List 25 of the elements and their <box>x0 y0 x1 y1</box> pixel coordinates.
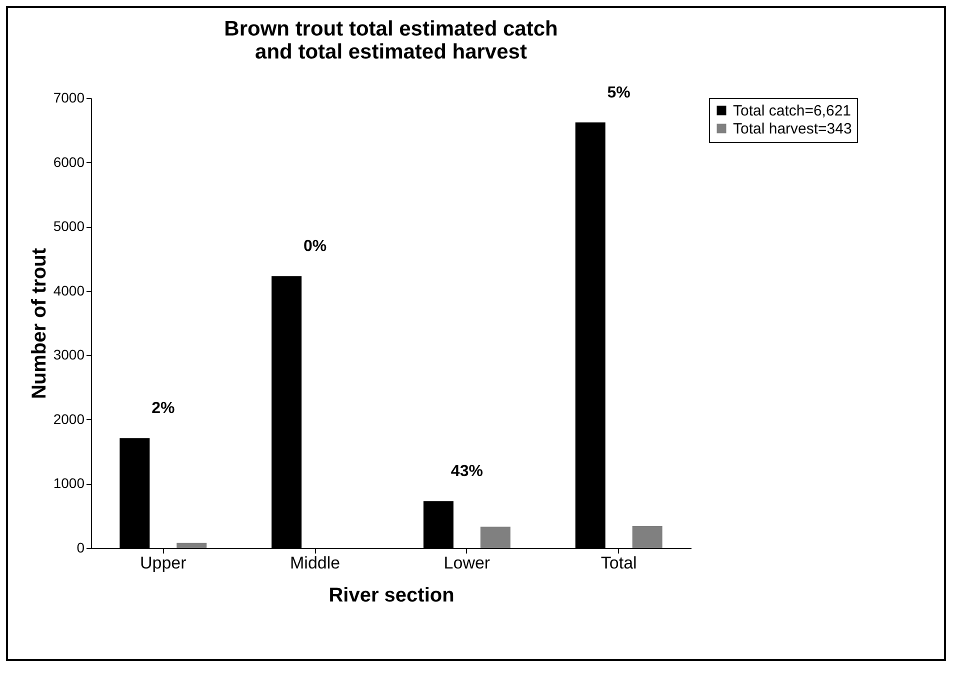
x-tick-label: Total <box>600 554 637 572</box>
bar <box>176 542 207 548</box>
y-axis-title: Number of trout <box>28 248 50 400</box>
x-tick-label: Lower <box>444 554 490 572</box>
y-tick-label: 4000 <box>53 282 85 298</box>
y-tick-label: 1000 <box>53 475 85 492</box>
annotation: 43% <box>450 463 483 480</box>
annotation: 5% <box>607 84 630 102</box>
x-tick-label: Upper <box>140 554 187 572</box>
bar <box>480 526 510 548</box>
y-tick-label: 2000 <box>53 410 85 427</box>
y-tick-label: 6000 <box>53 154 85 170</box>
y-tick-label: 7000 <box>53 90 85 106</box>
y-tick-label: 0 <box>76 540 85 556</box>
text: and total estimated harvest <box>255 40 527 64</box>
bar <box>632 526 662 548</box>
text: Brown trout total estimated catch <box>224 17 558 40</box>
legend-label: Total harvest=343 <box>733 120 852 138</box>
x-axis-title: River section <box>328 584 454 606</box>
y-tick-label: 5000 <box>53 218 85 234</box>
legend-label: Total catch=6,621 <box>733 102 852 120</box>
y-tick-label: 3000 <box>53 346 85 363</box>
annotation: 2% <box>152 400 175 418</box>
x-tick-label: Middle <box>290 554 340 572</box>
annotation: 0% <box>303 238 327 256</box>
